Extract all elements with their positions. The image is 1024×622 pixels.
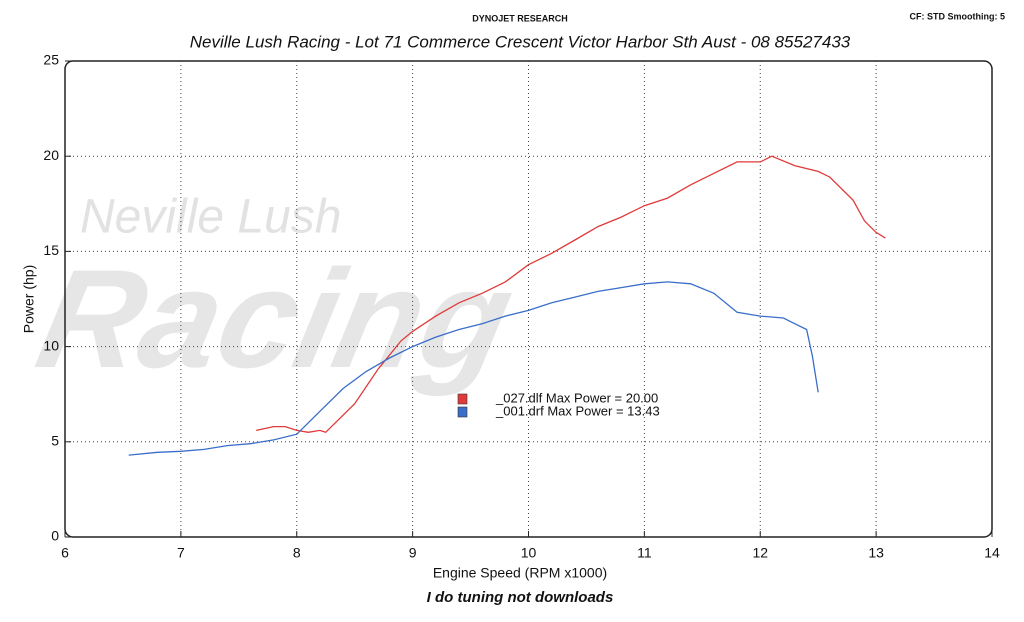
x-tick-label: 8: [293, 545, 301, 561]
y-tick-label: 10: [43, 337, 59, 353]
watermark: Neville Lush: [80, 191, 341, 244]
chart-title: Neville Lush Racing - Lot 71 Commerce Cr…: [190, 32, 851, 51]
series-line: [128, 281, 819, 456]
x-tick-label: 12: [752, 545, 768, 561]
x-tick-label: 13: [868, 545, 884, 561]
x-tick-label: 14: [984, 545, 1000, 561]
settings-label: CF: STD Smoothing: 5: [910, 11, 1006, 21]
y-tick-label: 20: [43, 147, 59, 163]
watermark: Racing: [25, 241, 525, 397]
legend-label: _027.dlf Max Power = 20.00: [495, 390, 658, 405]
legend-label: _001.drf Max Power = 13.43: [495, 403, 660, 418]
y-axis-label: Power (hp): [21, 265, 37, 333]
x-axis-label: Engine Speed (RPM x1000): [433, 565, 607, 581]
x-tick-label: 11: [637, 545, 652, 561]
y-tick-label: 0: [51, 528, 59, 544]
x-tick-label: 7: [177, 545, 185, 561]
x-tick-label: 10: [521, 545, 537, 561]
y-tick-label: 15: [43, 242, 59, 258]
header: DYNOJET RESEARCH: [472, 13, 568, 23]
y-tick-label: 5: [51, 433, 59, 449]
series-line: [256, 155, 886, 434]
x-tick-label: 6: [61, 545, 69, 561]
footer: I do tuning not downloads: [427, 589, 614, 606]
x-tick-label: 9: [409, 545, 417, 561]
legend-swatch: [457, 406, 468, 418]
legend-swatch: [457, 393, 468, 405]
y-tick-label: 25: [43, 52, 59, 68]
